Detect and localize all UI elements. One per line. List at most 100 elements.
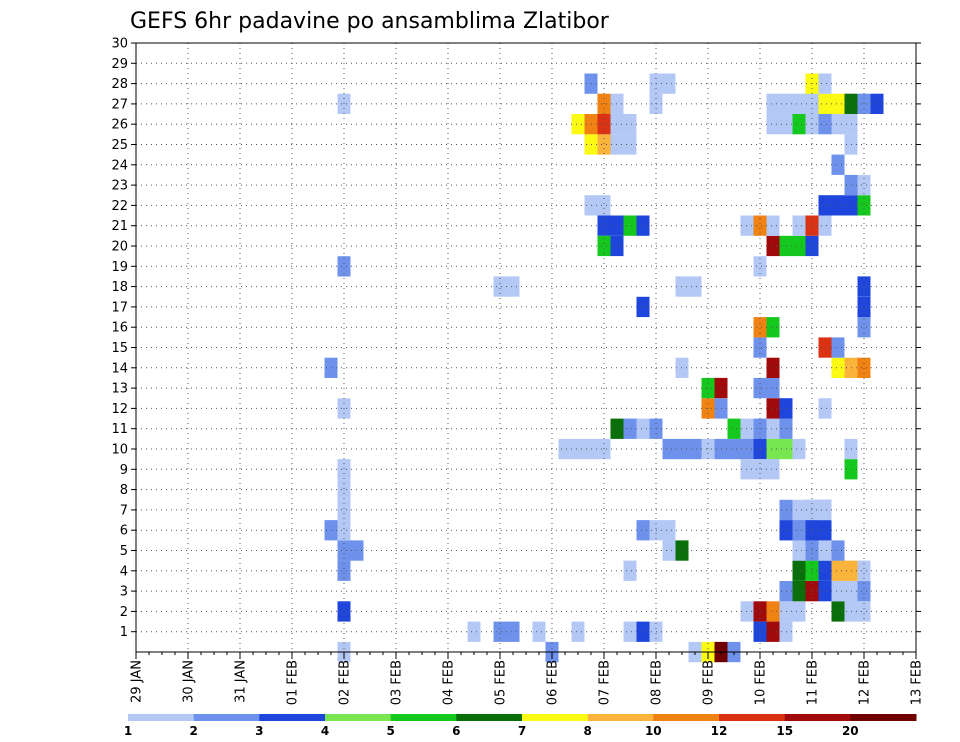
- y-tick-label: 12: [111, 402, 128, 417]
- x-tick-label: 08 FEB: [650, 660, 665, 705]
- heatmap-cell: [688, 276, 702, 297]
- y-tick-label: 30: [111, 37, 128, 52]
- heatmap-cell: [597, 195, 611, 216]
- y-tick-label: 4: [120, 564, 128, 579]
- colorbar-label: 2: [190, 724, 198, 738]
- heatmap-cell: [753, 256, 767, 277]
- heatmap-cell: [337, 520, 351, 541]
- y-tick-label: 9: [120, 463, 128, 478]
- x-tick-label: 04 FEB: [442, 660, 457, 705]
- x-tick-label: 03 FEB: [390, 660, 405, 705]
- colorbar-label: 12: [711, 724, 728, 738]
- y-tick-label: 15: [111, 341, 128, 356]
- heatmap-cell: [662, 540, 676, 561]
- heatmap-cell: [623, 621, 637, 642]
- y-tick-label: 10: [111, 443, 128, 458]
- heatmap-cell: [792, 601, 806, 622]
- y-tick-label: 5: [120, 544, 128, 559]
- heatmap-cell: [753, 337, 767, 358]
- heatmap-cell: [792, 114, 806, 135]
- colorbar-label: 8: [584, 724, 592, 738]
- heatmap-cell: [337, 601, 351, 622]
- x-tick-label: 02 FEB: [338, 660, 353, 705]
- y-tick-label: 16: [111, 321, 128, 336]
- heatmap-cell: [597, 215, 611, 236]
- heatmap-cell: [857, 296, 871, 318]
- heatmap-cell: [857, 560, 871, 581]
- y-tick-label: 2: [120, 605, 128, 620]
- heatmap-cell: [766, 377, 780, 399]
- heatmap-cell: [831, 601, 845, 622]
- heatmap-cell: [792, 540, 806, 561]
- heatmap-cell: [857, 317, 871, 338]
- colorbar-label: 6: [452, 724, 460, 738]
- heatmap-cell: [558, 438, 572, 460]
- y-tick-label: 19: [111, 260, 128, 275]
- heatmap-cell: [831, 114, 845, 135]
- colorbar-swatch: [587, 714, 654, 721]
- y-axis: 1234567891011121314151617181920212223242…: [111, 37, 921, 640]
- heatmap-cell: [636, 296, 650, 318]
- y-tick-label: 8: [120, 483, 128, 498]
- heatmap-cell: [753, 621, 767, 642]
- heatmap-cell: [662, 73, 676, 94]
- heatmap-cell: [766, 93, 780, 114]
- heatmap-cell: [727, 418, 741, 439]
- y-tick-label: 26: [111, 118, 128, 133]
- x-tick-label: 30 JAN: [182, 660, 197, 703]
- y-tick-label: 29: [111, 57, 128, 72]
- heatmap-cell: [792, 438, 806, 460]
- y-tick-label: 11: [111, 422, 128, 437]
- x-tick-label: 06 FEB: [546, 660, 561, 705]
- heatmap-cell: [571, 438, 585, 460]
- heatmap-cell: [792, 560, 806, 581]
- grid-layer: [136, 43, 916, 652]
- heatmap-cell: [818, 337, 832, 358]
- heatmap-cell: [493, 276, 507, 297]
- chart-title: GEFS 6hr padavine po ansamblima Zlatibor: [130, 9, 610, 34]
- colorbar-label: 5: [387, 724, 395, 738]
- heatmap-cell: [623, 114, 637, 135]
- heatmap-cell: [636, 215, 650, 236]
- heatmap-cell: [493, 621, 507, 642]
- heatmap-cell: [818, 93, 832, 114]
- heatmap-cell: [831, 195, 845, 216]
- x-tick-label: 07 FEB: [598, 660, 613, 705]
- x-axis: 29 JAN 30 JAN 31 JAN 01 FEB 02 FEB 03 FEB 04 F…: [130, 652, 925, 705]
- colorbar-swatch: [850, 714, 917, 721]
- heatmap-cell: [597, 235, 611, 257]
- y-tick-label: 27: [111, 97, 128, 112]
- heatmap-cell: [701, 438, 715, 460]
- heatmap-cell: [766, 601, 780, 622]
- heatmap-cell: [623, 560, 637, 581]
- heatmap-cell: [818, 581, 832, 602]
- heatmap-cell: [766, 459, 780, 480]
- colorbar-swatch: [193, 714, 260, 721]
- heatmap-cell: [792, 93, 806, 114]
- heatmap-cell: [727, 438, 741, 460]
- heatmap-cell: [337, 540, 351, 561]
- x-tick-label: 01 FEB: [286, 660, 301, 705]
- heatmap-cell: [857, 357, 871, 378]
- heatmap-cell: [766, 621, 780, 642]
- heatmap-cell: [623, 134, 637, 155]
- y-tick-label: 1: [120, 625, 128, 640]
- y-tick-label: 18: [111, 280, 128, 295]
- heatmap-cell: [571, 621, 585, 642]
- heatmap-cell: [831, 93, 845, 114]
- heatmap-cell: [337, 459, 351, 480]
- heatmap-cell: [636, 418, 650, 439]
- heatmap-cell: [532, 621, 546, 642]
- colorbar-label: 3: [255, 724, 263, 738]
- heatmap-cell: [857, 581, 871, 602]
- y-tick-label: 14: [111, 361, 128, 376]
- heatmap-cell: [818, 215, 832, 236]
- heatmap-cell: [766, 438, 780, 460]
- x-tick-label: 11 FEB: [806, 660, 821, 705]
- heatmap-cell: [766, 357, 780, 378]
- x-tick-label: 05 FEB: [494, 660, 509, 705]
- heatmap-cell: [337, 560, 351, 581]
- heatmap-cell: [818, 195, 832, 216]
- y-tick-label: 22: [111, 199, 128, 214]
- heatmap-cell: [623, 418, 637, 439]
